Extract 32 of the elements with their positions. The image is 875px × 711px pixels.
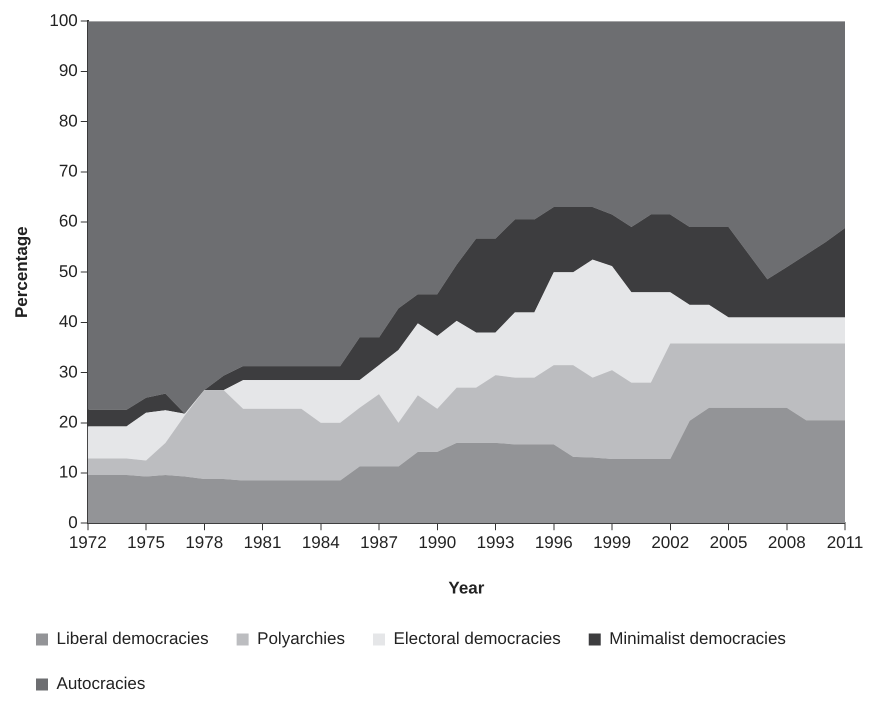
x-tick-label: 1981	[244, 533, 282, 552]
x-tick-label: 2011	[826, 533, 864, 552]
x-tick-label: 1972	[68, 533, 107, 552]
x-tick-label: 1999	[593, 533, 631, 552]
y-tick-label: 80	[58, 111, 78, 130]
x-axis-title: Year	[448, 578, 485, 598]
legend-label: Minimalist democracies	[609, 629, 786, 648]
x-tick-label: 1990	[418, 533, 456, 552]
y-tick-label: 20	[58, 412, 78, 432]
x-tick-label: 1978	[185, 533, 224, 552]
y-tick-label: 10	[58, 462, 78, 482]
y-tick-label: 40	[58, 312, 78, 332]
x-tick-label: 2008	[768, 533, 806, 552]
x-tick-label: 1987	[360, 533, 398, 552]
legend-label: Electoral democracies	[394, 629, 561, 648]
y-tick-label: 50	[58, 262, 78, 281]
x-tick-label: 1984	[302, 533, 340, 552]
legend-label: Polyarchies	[257, 629, 346, 648]
y-tick-label: 60	[58, 212, 78, 231]
legend-label: Autocracies	[56, 674, 146, 694]
x-tick-label: 2005	[710, 533, 748, 552]
y-axis-title: Percentage	[12, 226, 31, 318]
x-tick-label: 2002	[651, 533, 690, 552]
y-tick-label: 100	[49, 10, 78, 30]
x-tick-label: 1993	[476, 533, 514, 552]
legend-label: Liberal democracies	[56, 629, 209, 648]
x-tick-label: 1996	[534, 533, 573, 552]
x-tick-label: 1975	[127, 533, 165, 552]
y-tick-label: 70	[58, 161, 78, 180]
y-tick-label: 30	[58, 362, 78, 382]
y-tick-label: 90	[58, 61, 78, 80]
y-tick-label: 0	[68, 512, 78, 532]
